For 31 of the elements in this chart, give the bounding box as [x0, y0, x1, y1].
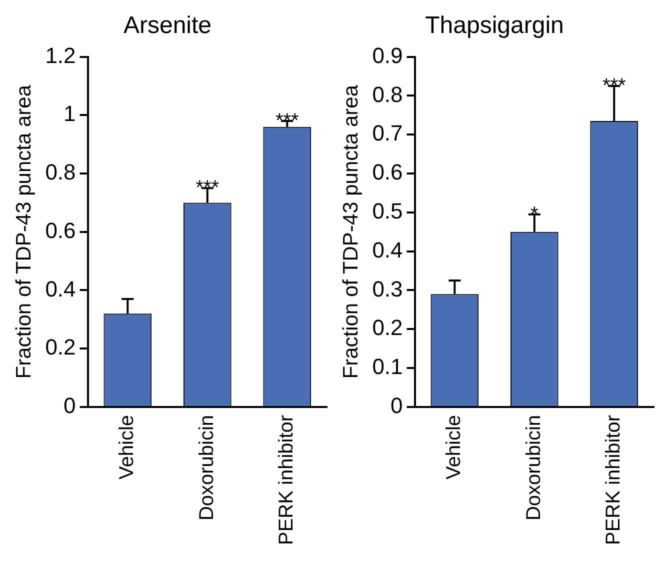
y-tick-label: 0.8 [45, 160, 76, 185]
y-tick-label: 0.2 [372, 315, 403, 340]
annotation: *** [602, 74, 626, 97]
x-tick-label: Vehicle [443, 414, 466, 480]
x-tick-label: Doxorubicin [522, 414, 545, 521]
y-tick-label: 0 [64, 393, 76, 418]
x-tick-label: PERK inhibitor [276, 414, 298, 546]
y-tick-label: 0 [390, 393, 403, 418]
y-tick-label: 0.4 [372, 237, 403, 262]
x-tick-label: Vehicle [116, 414, 138, 480]
y-tick-label: 1.2 [45, 42, 76, 68]
y-tick-label: 0.9 [372, 42, 403, 68]
annotation: *** [196, 177, 220, 200]
annotation: * [530, 203, 538, 226]
chart-title: Thapsigargin [425, 12, 564, 40]
x-tick-label: PERK inhibitor [602, 414, 625, 546]
y-tick-label: 0.3 [372, 276, 403, 302]
y-tick-label: 0.8 [372, 82, 403, 107]
y-tick-label: 0.6 [45, 218, 76, 243]
y-tick-label: 0.4 [45, 276, 76, 302]
y-tick-label: 0.7 [372, 120, 403, 146]
y-tick-label: 0.1 [372, 354, 403, 380]
y-axis-title: Fraction of TDP-43 puncta area [12, 84, 36, 379]
y-tick-label: 0.2 [45, 334, 76, 360]
y-tick-label: 0.6 [372, 160, 403, 185]
annotation: *** [275, 110, 300, 132]
chart-title: Arsenite [123, 12, 212, 40]
x-tick-label: Doxorubicin [196, 414, 218, 521]
y-tick-label: 1 [64, 101, 76, 126]
y-axis-title: Fraction of TDP-43 puncta area [339, 84, 362, 379]
y-tick-label: 0.5 [372, 198, 403, 224]
